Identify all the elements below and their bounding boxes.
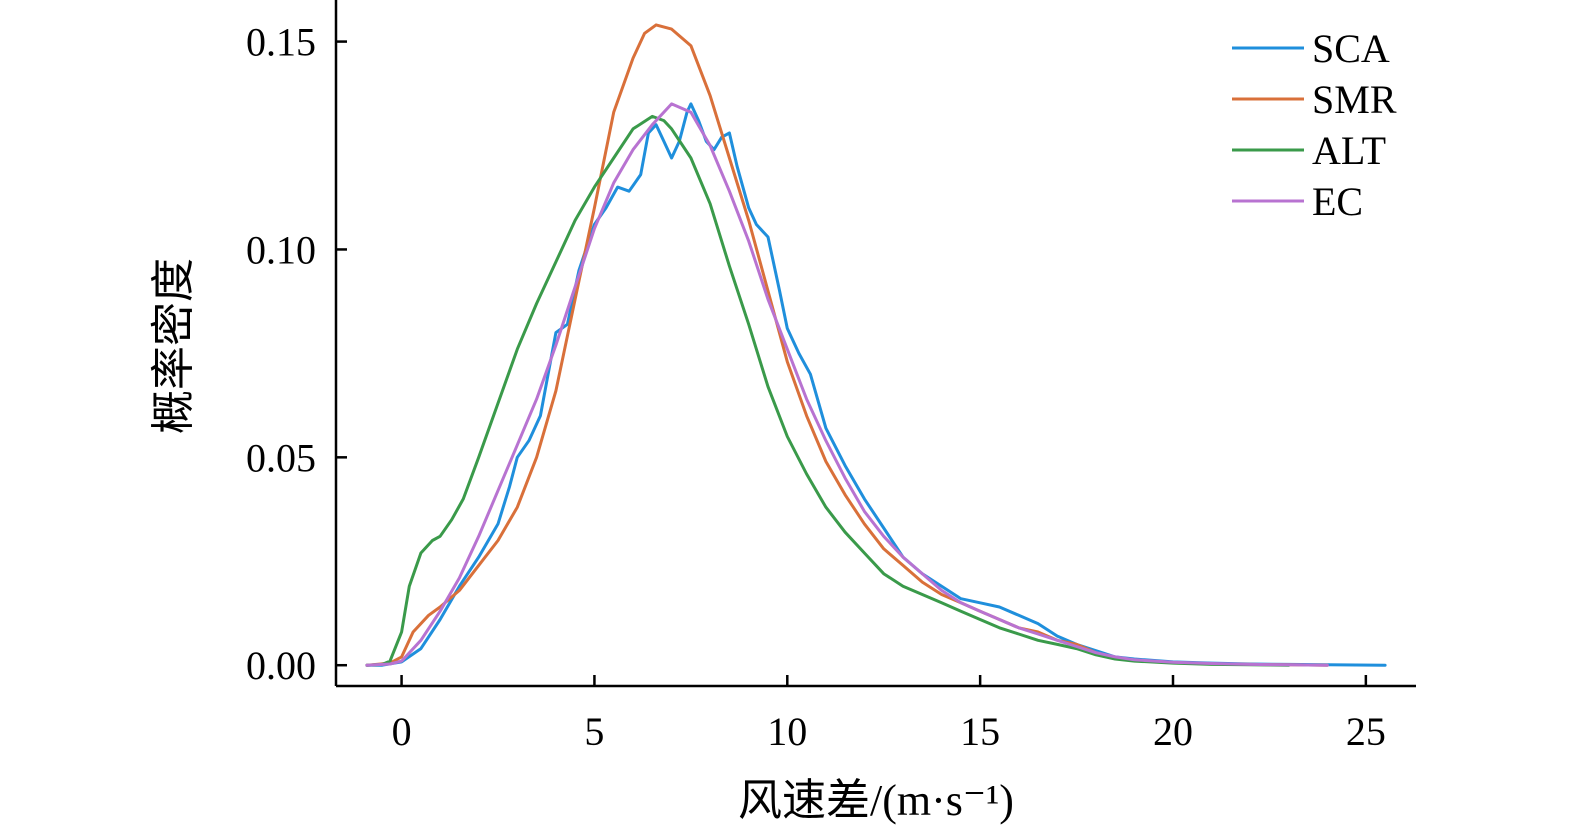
x-tick-label: 15	[960, 709, 1000, 754]
series-line-sca	[365, 102, 1387, 667]
legend-label-ec: EC	[1312, 179, 1363, 224]
y-ticks: 0.00 0.05 0.10 0.15	[246, 20, 347, 688]
x-axis-title: 风速差/(m·s⁻¹)	[738, 776, 1014, 825]
series-line-ec	[365, 102, 1329, 667]
legend: SCA SMR ALT EC	[1232, 26, 1397, 224]
series-line-alt	[365, 114, 1291, 667]
y-tick-label: 0.10	[246, 227, 316, 272]
series-line-smr	[365, 23, 1329, 667]
y-tick-label: 0.05	[246, 435, 316, 480]
legend-label-sca: SCA	[1312, 26, 1390, 71]
x-tick-label: 0	[392, 709, 412, 754]
plot-area	[365, 23, 1387, 667]
y-tick-label: 0.00	[246, 643, 316, 688]
x-tick-label: 20	[1153, 709, 1193, 754]
legend-label-alt: ALT	[1312, 128, 1386, 173]
legend-label-smr: SMR	[1312, 77, 1397, 122]
x-ticks: 0 5 10 15 20 25	[392, 675, 1386, 754]
x-tick-label: 25	[1346, 709, 1386, 754]
x-tick-label: 5	[584, 709, 604, 754]
y-axis-title: 概率密度	[149, 258, 198, 434]
axes	[334, 0, 1416, 688]
y-tick-label: 0.15	[246, 20, 316, 65]
x-tick-label: 10	[767, 709, 807, 754]
